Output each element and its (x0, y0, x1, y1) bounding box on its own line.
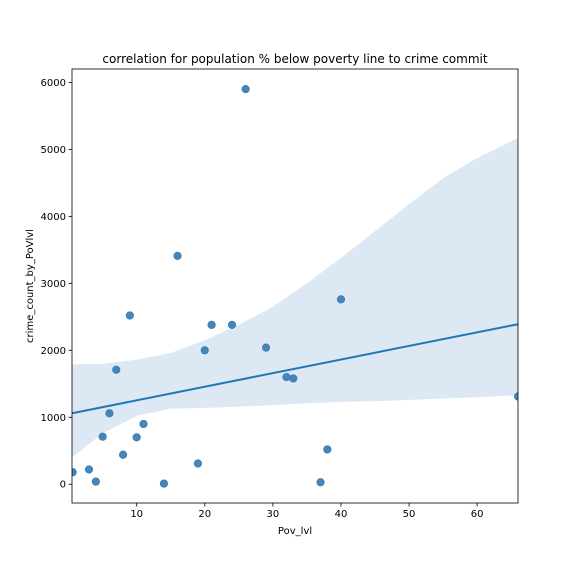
x-tick-label: 10 (130, 509, 143, 520)
data-point (282, 372, 291, 382)
data-point (193, 459, 203, 468)
data-point (105, 409, 114, 418)
data-point (98, 432, 107, 441)
data-point (118, 450, 128, 459)
y-tick-label: 0 (60, 480, 66, 491)
data-point (173, 251, 182, 260)
data-point (513, 392, 518, 401)
data-point (200, 346, 209, 355)
data-point (227, 320, 237, 329)
data-point (84, 465, 94, 474)
data-point (241, 84, 250, 94)
data-point (323, 445, 332, 454)
y-tick-label: 1000 (41, 413, 66, 424)
plot-area (72, 84, 518, 488)
x-tick-label: 20 (198, 509, 211, 520)
data-point (132, 433, 141, 442)
data-point (289, 374, 298, 383)
data-point (336, 295, 346, 304)
plot-content (72, 84, 518, 488)
y-tick-label: 5000 (41, 145, 66, 156)
y-tick-label: 6000 (41, 78, 66, 89)
y-tick-label: 3000 (41, 279, 66, 290)
data-point (125, 311, 134, 320)
confidence-band (72, 138, 518, 458)
data-point (139, 419, 148, 429)
data-point (261, 343, 271, 352)
x-axis-label: Pov_lvl (278, 526, 312, 537)
x-tick-label: 60 (471, 509, 484, 520)
data-point (316, 478, 325, 487)
data-point (207, 320, 216, 329)
chart-title: correlation for population % below pover… (102, 52, 487, 66)
regression-line (72, 323, 518, 415)
y-tick-label: 2000 (41, 346, 66, 357)
data-point (91, 477, 100, 486)
data-point (72, 468, 77, 477)
y-tick-label: 4000 (41, 212, 66, 223)
x-tick-label: 50 (403, 509, 416, 520)
x-tick-label: 40 (335, 509, 348, 520)
plot-frame (71, 68, 519, 504)
data-point (112, 365, 121, 374)
axes: 10 20 30 40 50 60 0 1000 2000 3000 4000 5000 6000 (41, 68, 519, 520)
x-tick-label: 30 (267, 509, 280, 520)
data-point (159, 479, 169, 488)
y-axis-label: crime_count_by_PoVlvl (25, 229, 36, 343)
